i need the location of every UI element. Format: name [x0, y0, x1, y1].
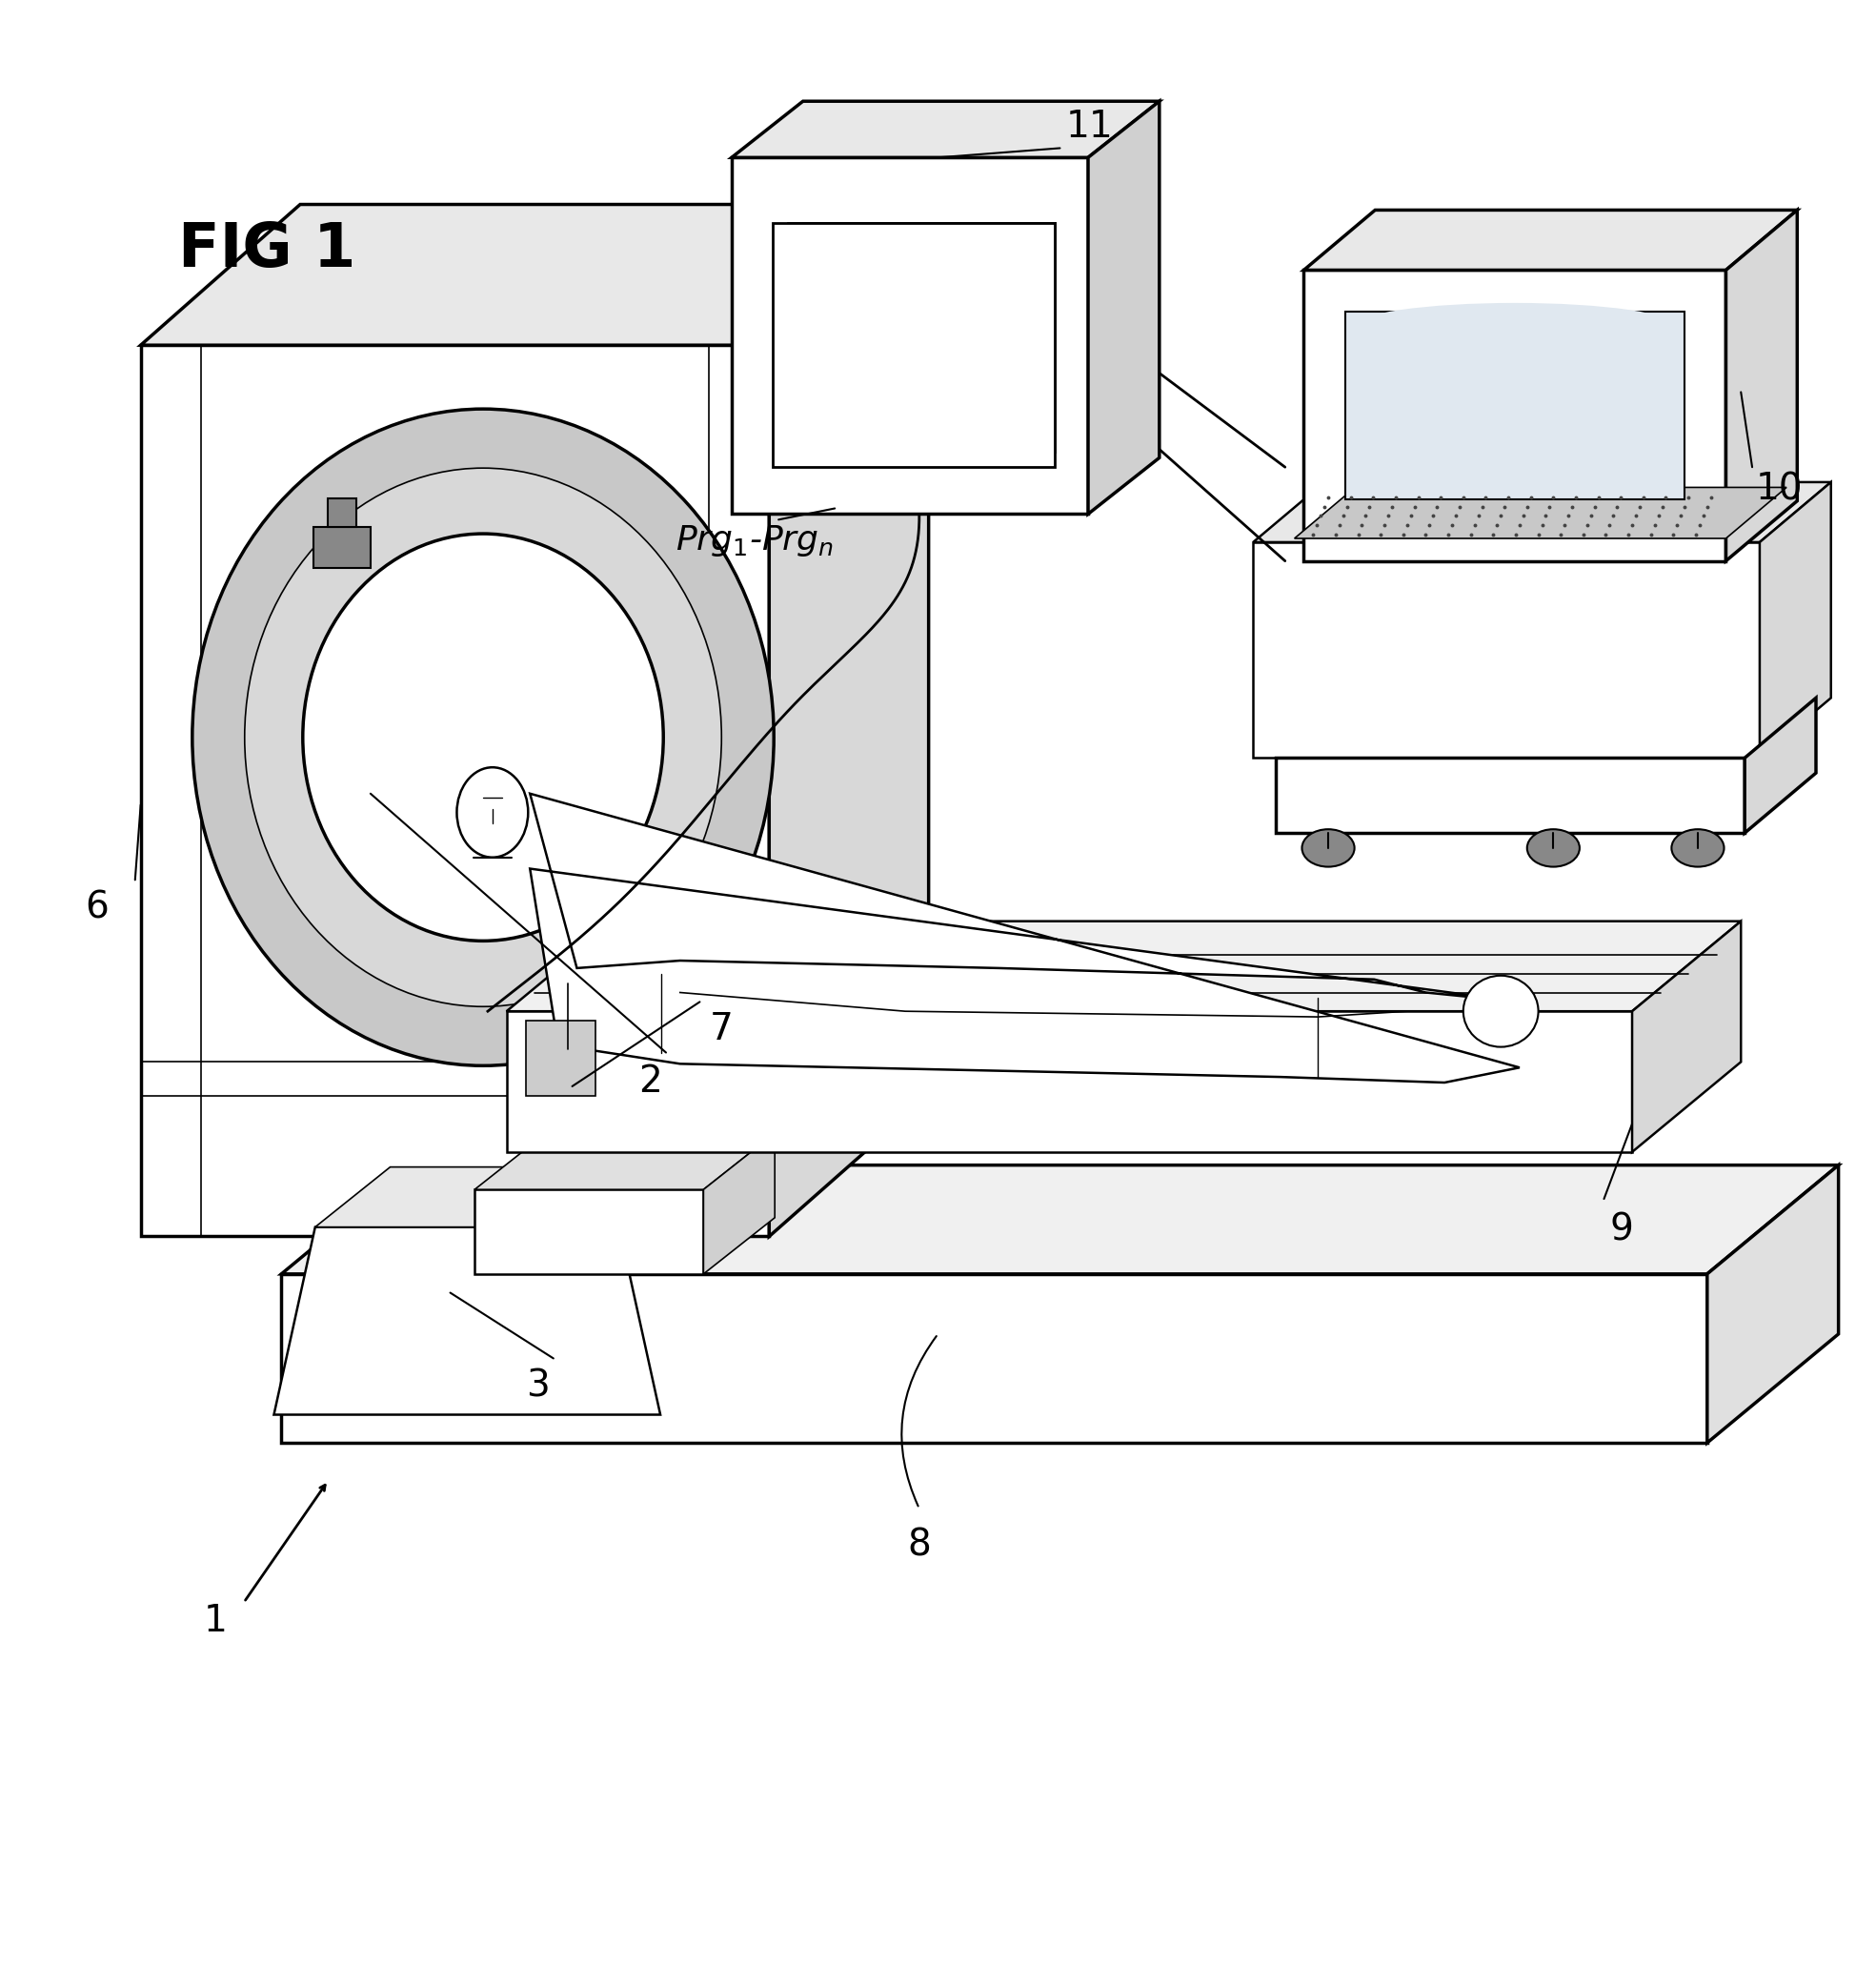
Text: 9: 9 [1610, 1213, 1634, 1249]
Polygon shape [863, 222, 1054, 377]
Polygon shape [1294, 488, 1786, 538]
Polygon shape [1745, 699, 1816, 834]
Polygon shape [833, 222, 1054, 407]
Polygon shape [1760, 482, 1831, 758]
Text: 8: 8 [908, 1526, 930, 1564]
Polygon shape [274, 1227, 660, 1415]
Polygon shape [732, 101, 1159, 157]
Polygon shape [788, 222, 1054, 453]
Polygon shape [507, 1010, 1632, 1151]
Polygon shape [848, 222, 1054, 393]
Polygon shape [141, 345, 769, 1237]
Polygon shape [535, 1002, 619, 1237]
Polygon shape [507, 921, 1741, 1010]
Polygon shape [315, 1167, 694, 1227]
Ellipse shape [302, 534, 664, 941]
Text: 7: 7 [709, 1010, 734, 1048]
Polygon shape [1726, 210, 1797, 562]
Polygon shape [803, 222, 1054, 437]
Polygon shape [535, 955, 675, 1002]
Polygon shape [769, 204, 929, 1237]
Text: FIG 1: FIG 1 [178, 220, 356, 280]
Polygon shape [525, 1020, 597, 1096]
Polygon shape [704, 1133, 775, 1274]
Polygon shape [1088, 101, 1159, 514]
Polygon shape [1253, 542, 1760, 758]
Ellipse shape [1302, 830, 1354, 867]
Ellipse shape [244, 468, 722, 1006]
Polygon shape [1276, 758, 1745, 834]
Polygon shape [1707, 1165, 1838, 1443]
Polygon shape [531, 794, 1520, 1082]
Polygon shape [141, 204, 929, 345]
Polygon shape [313, 526, 370, 568]
Ellipse shape [1463, 975, 1538, 1046]
Ellipse shape [1354, 304, 1675, 349]
Polygon shape [1345, 312, 1685, 498]
Polygon shape [475, 1133, 775, 1189]
Polygon shape [732, 157, 1088, 514]
Text: 2: 2 [638, 1064, 662, 1100]
Polygon shape [818, 222, 1054, 423]
Polygon shape [1632, 921, 1741, 1151]
Text: 6: 6 [84, 889, 109, 925]
Text: Prg$_1$-Prg$_n$: Prg$_1$-Prg$_n$ [675, 524, 833, 558]
Ellipse shape [193, 409, 775, 1066]
Polygon shape [773, 222, 1054, 466]
Polygon shape [1304, 210, 1797, 270]
Polygon shape [281, 1274, 1707, 1443]
Polygon shape [1304, 270, 1726, 562]
Text: 11: 11 [1066, 107, 1112, 145]
Text: 1: 1 [204, 1604, 227, 1640]
Text: 3: 3 [525, 1368, 550, 1403]
Text: 10: 10 [1756, 470, 1803, 506]
Ellipse shape [1527, 830, 1580, 867]
Ellipse shape [1672, 830, 1724, 867]
Ellipse shape [458, 768, 529, 858]
Polygon shape [475, 1189, 704, 1274]
Polygon shape [281, 1165, 1838, 1274]
Polygon shape [328, 498, 356, 526]
Polygon shape [1253, 482, 1831, 542]
